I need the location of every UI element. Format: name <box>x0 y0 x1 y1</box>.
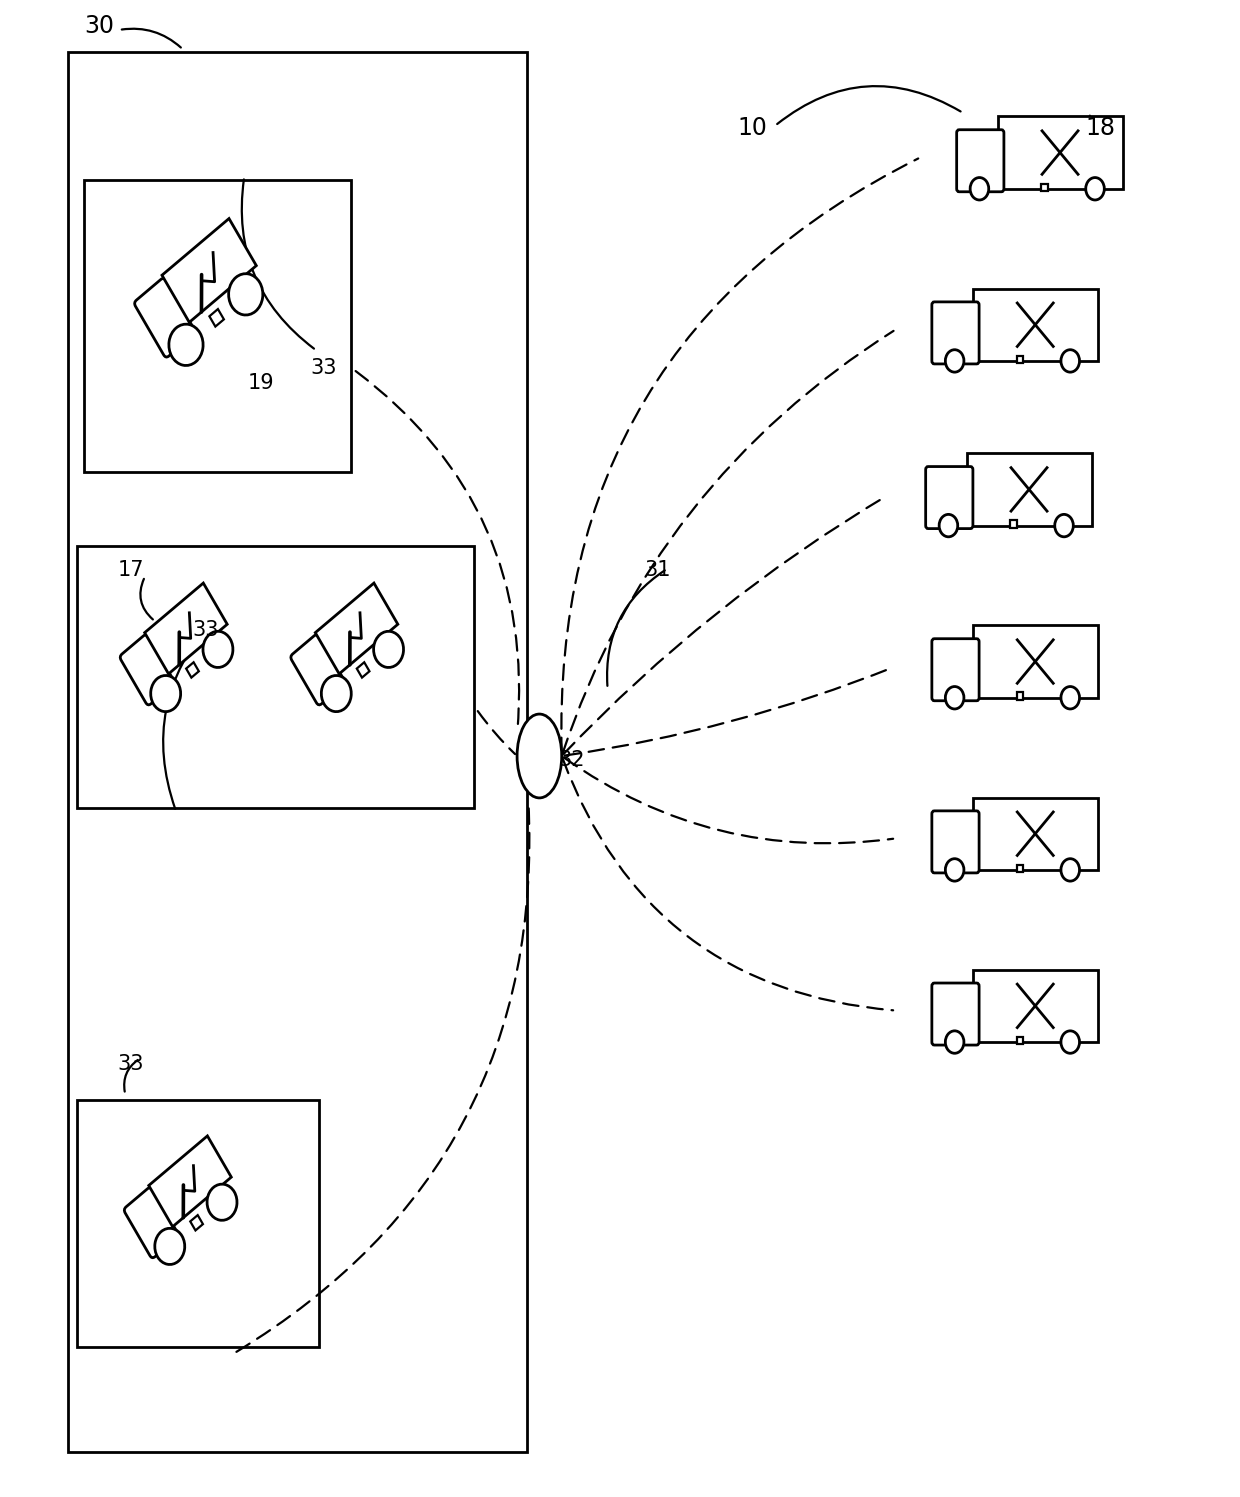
Ellipse shape <box>517 714 562 798</box>
Text: 33: 33 <box>192 620 218 641</box>
Circle shape <box>373 632 403 668</box>
Bar <box>1017 356 1023 364</box>
Circle shape <box>1086 178 1105 201</box>
Bar <box>149 1136 232 1226</box>
Text: 17: 17 <box>118 560 144 581</box>
FancyBboxPatch shape <box>291 635 345 705</box>
Bar <box>84 180 351 472</box>
Bar <box>1011 521 1017 528</box>
Text: 10: 10 <box>738 115 768 139</box>
Circle shape <box>1055 515 1074 537</box>
Circle shape <box>970 178 988 201</box>
Circle shape <box>228 274 263 314</box>
Circle shape <box>1061 859 1080 882</box>
Text: 18: 18 <box>1085 115 1115 139</box>
FancyBboxPatch shape <box>135 278 195 358</box>
Circle shape <box>203 632 233 668</box>
FancyBboxPatch shape <box>932 811 980 873</box>
FancyBboxPatch shape <box>120 635 174 705</box>
Bar <box>973 970 1097 1042</box>
Text: 32: 32 <box>558 750 584 771</box>
FancyBboxPatch shape <box>957 130 1004 192</box>
Bar <box>1017 865 1023 873</box>
Text: 33: 33 <box>310 358 336 379</box>
Circle shape <box>945 1031 963 1054</box>
Bar <box>973 289 1097 361</box>
Bar <box>1042 184 1048 192</box>
FancyBboxPatch shape <box>124 1187 179 1257</box>
Circle shape <box>155 1229 185 1265</box>
Text: 31: 31 <box>645 560 671 581</box>
Text: 30: 30 <box>84 13 114 37</box>
Circle shape <box>1061 687 1080 710</box>
FancyBboxPatch shape <box>932 302 980 364</box>
Circle shape <box>207 1184 237 1220</box>
Bar <box>973 798 1097 870</box>
Bar <box>162 219 257 322</box>
Circle shape <box>945 859 963 882</box>
Circle shape <box>151 675 181 711</box>
Bar <box>190 1216 203 1231</box>
Bar <box>68 52 527 1452</box>
Circle shape <box>169 325 203 365</box>
Bar <box>357 662 370 678</box>
Bar <box>967 454 1091 525</box>
Bar <box>1017 1037 1023 1045</box>
Bar <box>145 582 227 674</box>
FancyBboxPatch shape <box>925 467 973 528</box>
Circle shape <box>945 687 963 710</box>
Bar <box>77 1100 319 1347</box>
Bar <box>315 582 398 674</box>
Circle shape <box>1061 1031 1080 1054</box>
Bar <box>997 117 1122 189</box>
Bar <box>210 308 224 326</box>
Circle shape <box>1061 350 1080 373</box>
Circle shape <box>321 675 351 711</box>
FancyBboxPatch shape <box>932 984 980 1045</box>
Bar <box>973 626 1097 698</box>
Bar <box>186 662 198 678</box>
Bar <box>1017 693 1023 701</box>
Text: 33: 33 <box>118 1054 144 1075</box>
Bar <box>77 546 474 808</box>
Circle shape <box>945 350 963 373</box>
FancyBboxPatch shape <box>932 639 980 701</box>
Circle shape <box>939 515 957 537</box>
Text: 19: 19 <box>248 373 274 394</box>
